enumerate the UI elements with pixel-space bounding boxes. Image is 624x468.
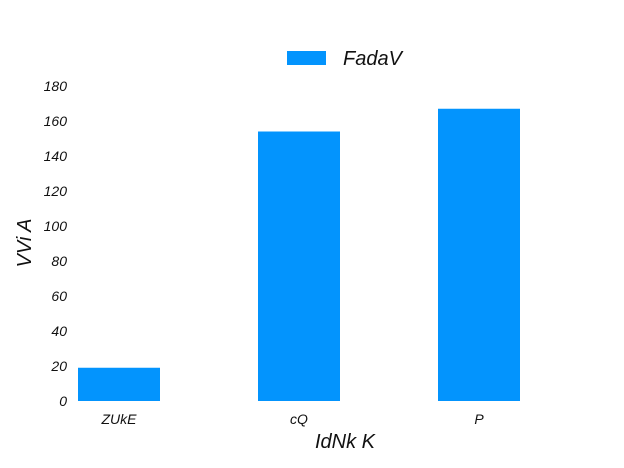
x-tick-label: cQ bbox=[290, 411, 308, 427]
y-axis-title: VVi A bbox=[14, 219, 36, 268]
y-tick-label: 40 bbox=[51, 323, 67, 339]
x-tick-label: ZUkE bbox=[101, 411, 138, 427]
y-tick-label: 100 bbox=[44, 218, 68, 234]
bar bbox=[258, 131, 340, 401]
legend: FadaV bbox=[287, 48, 404, 70]
x-axis-title: IdNk K bbox=[315, 431, 377, 453]
legend-label: FadaV bbox=[343, 48, 404, 70]
bars bbox=[78, 108, 520, 401]
legend-swatch bbox=[287, 51, 326, 65]
y-tick-label: 180 bbox=[44, 78, 68, 94]
y-tick-label: 120 bbox=[44, 183, 68, 199]
x-axis-ticks: ZUkE cQ P bbox=[101, 411, 485, 427]
y-tick-label: 140 bbox=[44, 148, 68, 164]
y-tick-label: 80 bbox=[51, 253, 67, 269]
y-tick-label: 0 bbox=[59, 393, 67, 409]
bar bbox=[438, 108, 520, 401]
y-tick-label: 20 bbox=[50, 358, 67, 374]
y-tick-label: 60 bbox=[51, 288, 67, 304]
y-axis-ticks: 0 20 40 60 80 100 120 140 160 180 bbox=[44, 78, 68, 409]
y-tick-label: 160 bbox=[44, 113, 68, 129]
bar bbox=[78, 367, 160, 401]
x-tick-label: P bbox=[474, 411, 484, 427]
